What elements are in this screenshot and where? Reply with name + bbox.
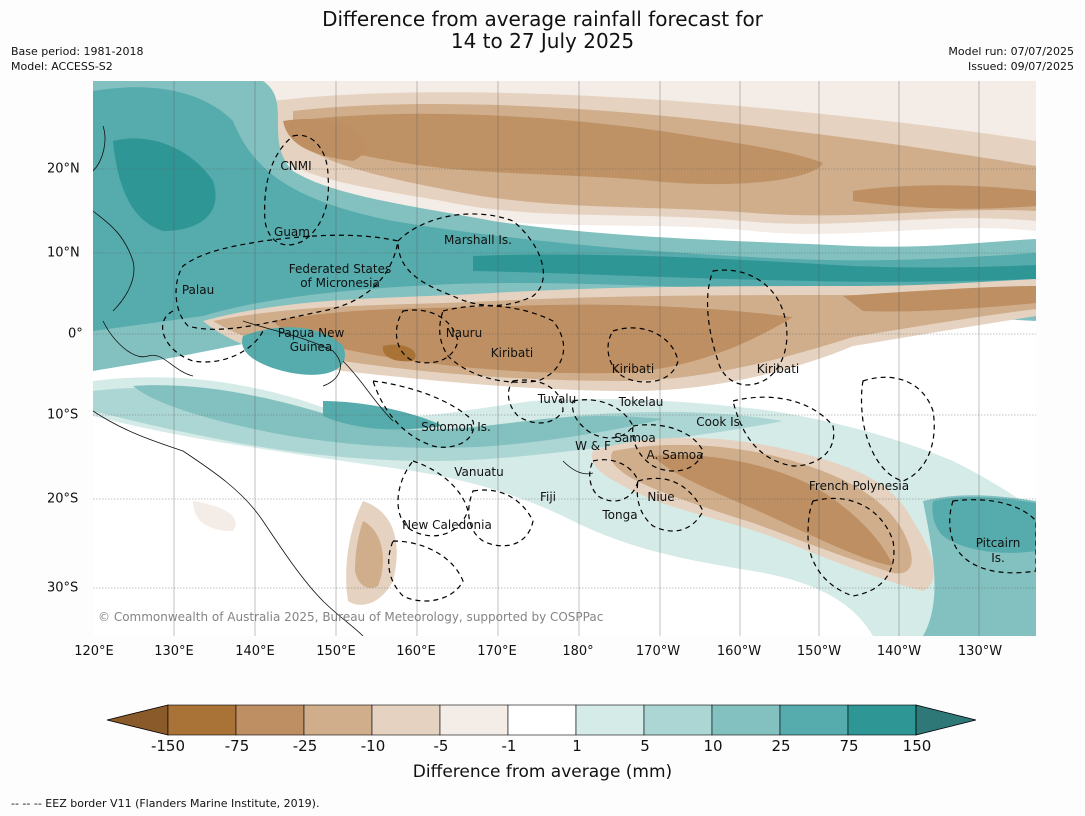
region-label: Tokelau: [618, 395, 664, 409]
base-period-text: Base period: 1981-2018: [11, 45, 144, 58]
lon-label: 160°W: [716, 644, 762, 659]
colorbar-tick: -10: [360, 737, 386, 755]
region-label: Cook Is.: [696, 415, 743, 429]
title-line-2: 14 to 27 July 2025: [450, 29, 635, 53]
region-label: Niue: [647, 490, 674, 504]
region-label: Kiribati: [612, 362, 654, 376]
region-label: CNMI: [280, 159, 311, 173]
lat-label: 20°S: [47, 491, 79, 507]
region-label: A. Samoa: [647, 448, 704, 462]
title-line-1: Difference from average rainfall forecas…: [322, 7, 763, 31]
meta-right: Model run: 07/07/2025 Issued: 09/07/2025: [948, 44, 1074, 74]
region-label: Tonga: [601, 508, 637, 522]
colorbar-cell: [575, 704, 645, 736]
region-label: Is.: [991, 551, 1005, 565]
lon-label: 120°E: [74, 644, 114, 659]
lon-label: 130°W: [957, 644, 1003, 659]
region-label: W & F: [575, 439, 611, 453]
rainfall-map: CNMI Guam Marshall Is. Federated States …: [93, 81, 1036, 636]
lat-label: 30°S: [47, 580, 79, 596]
meta-left: Base period: 1981-2018 Model: ACCESS-S2: [11, 44, 143, 74]
colorbar-cell: [371, 704, 441, 736]
lat-label: 10°N: [47, 245, 80, 261]
colorbar-tick: -25: [292, 737, 318, 755]
map-title: Difference from average rainfall forecas…: [0, 8, 1085, 52]
colorbar-cell: [847, 704, 917, 736]
colorbar-tick: -150: [150, 737, 186, 755]
region-label: Marshall Is.: [444, 233, 512, 247]
colorbar-title: Difference from average (mm): [412, 762, 673, 782]
colorbar-tick: -1: [501, 737, 517, 755]
colorbar: [106, 704, 977, 736]
colorbar-tick: 5: [640, 737, 650, 755]
lon-label: 170°E: [477, 644, 517, 659]
lon-label: 170°W: [635, 644, 681, 659]
lat-label: 20°N: [47, 161, 80, 177]
region-label: Solomon Is.: [421, 420, 491, 434]
lon-label: 160°E: [396, 644, 436, 659]
colorbar-cell: [167, 704, 237, 736]
region-label: Fiji: [540, 490, 556, 504]
lon-label: 180°: [562, 644, 594, 659]
lat-label: 10°S: [47, 407, 79, 423]
colorbar-extend-low: [106, 704, 169, 736]
region-label: Tuvalu: [537, 392, 577, 406]
colorbar-tick: 10: [703, 737, 723, 755]
region-label: Guam: [274, 225, 310, 239]
region-label: Samoa: [614, 431, 655, 445]
lon-label: 140°W: [876, 644, 922, 659]
colorbar-tick: -5: [433, 737, 449, 755]
colorbar-cell: [507, 704, 577, 736]
region-label: Pitcairn: [976, 536, 1021, 550]
colorbar-cell: [711, 704, 781, 736]
model-text: Model: ACCESS-S2: [11, 60, 113, 73]
eez-footnote: -- -- -- EEZ border V11 (Flanders Marine…: [11, 797, 320, 810]
copyright-text: © Commonwealth of Australia 2025, Bureau…: [98, 610, 603, 624]
model-run-text: Model run: 07/07/2025: [948, 45, 1074, 58]
region-label: Palau: [182, 283, 214, 297]
lon-label: 130°E: [154, 644, 194, 659]
colorbar-cell: [779, 704, 849, 736]
colorbar-extend-high: [915, 704, 977, 736]
colorbar-cell: [643, 704, 713, 736]
issued-text: Issued: 09/07/2025: [967, 60, 1074, 73]
lon-label: 150°E: [316, 644, 356, 659]
region-label: French Polynesia: [809, 479, 909, 493]
region-label: Kiribati: [491, 346, 533, 360]
region-label: Nauru: [446, 326, 482, 340]
region-label: New Caledonia: [402, 518, 492, 532]
lat-label: 0°: [68, 326, 83, 342]
lon-label: 140°E: [235, 644, 275, 659]
colorbar-cell: [439, 704, 509, 736]
colorbar-tick: -75: [224, 737, 250, 755]
colorbar-cell: [235, 704, 305, 736]
region-label: Kiribati: [757, 362, 799, 376]
colorbar-tick: 75: [839, 737, 859, 755]
colorbar-tick: 150: [902, 737, 932, 755]
region-label: of Micronesia: [300, 276, 380, 290]
region-label: Vanuatu: [454, 465, 504, 479]
colorbar-cell: [303, 704, 373, 736]
region-label: Guinea: [290, 340, 333, 354]
region-label: Federated States: [289, 262, 391, 276]
lon-label: 150°W: [796, 644, 842, 659]
colorbar-tick: 25: [771, 737, 791, 755]
colorbar-tick: 1: [572, 737, 582, 755]
region-label: Papua New: [278, 326, 345, 340]
